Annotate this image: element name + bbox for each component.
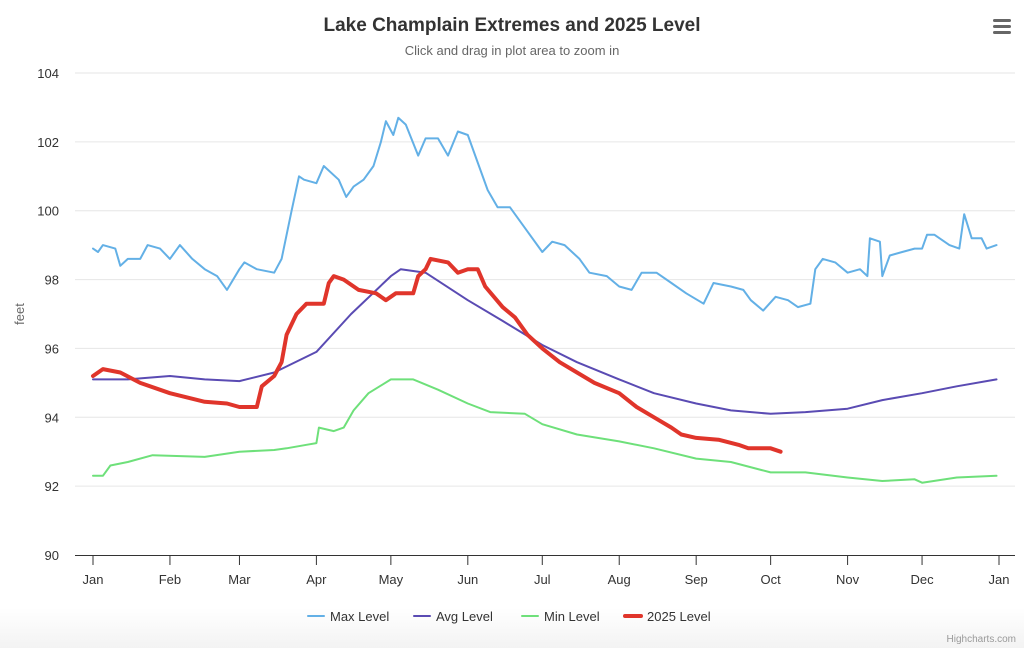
legend-item-max-level[interactable]: Max Level	[307, 609, 389, 624]
x-tick-label: Nov	[836, 572, 860, 587]
series-lines	[91, 116, 998, 484]
bottom-fade	[0, 608, 1024, 648]
series-max-level	[92, 116, 998, 312]
y-tick-label: 98	[45, 273, 59, 288]
x-tick-label: Jan	[989, 572, 1010, 587]
x-tick-label: Dec	[910, 572, 934, 587]
y-axis-label: feet	[12, 303, 27, 325]
legend-label: Avg Level	[436, 609, 493, 624]
x-tick-label: Mar	[228, 572, 251, 587]
series-2025-level	[91, 256, 783, 454]
y-tick-label: 90	[45, 548, 59, 563]
credits-link[interactable]: Highcharts.com	[947, 634, 1016, 645]
y-tick-label: 94	[45, 410, 59, 425]
series-min-level	[92, 378, 998, 484]
x-tick-label: Jul	[534, 572, 551, 587]
chart-subtitle: Click and drag in plot area to zoom in	[405, 43, 620, 58]
legend-label: Min Level	[544, 609, 600, 624]
x-tick-label: Aug	[608, 572, 631, 587]
y-axis-ticks: 90 92 94 96 98 100 102 104	[37, 66, 59, 563]
chart-title: Lake Champlain Extremes and 2025 Level	[323, 15, 700, 36]
hamburger-menu-icon[interactable]	[993, 19, 1011, 34]
x-tick-label: Sep	[685, 572, 708, 587]
y-tick-label: 104	[37, 66, 59, 81]
legend-item-min-level[interactable]: Min Level	[521, 609, 600, 624]
y-tick-label: 102	[37, 135, 59, 150]
x-tick-label: Jan	[83, 572, 104, 587]
y-tick-label: 92	[45, 479, 59, 494]
grid	[75, 72, 1015, 556]
x-tick-label: Feb	[159, 572, 181, 587]
legend-item-avg-level[interactable]: Avg Level	[413, 609, 493, 624]
x-tick-label: Oct	[761, 572, 782, 587]
x-axis-ticks: Jan Feb Mar Apr May Jun Jul Aug Sep Oct Nov Dec Jan	[83, 555, 1010, 587]
x-tick-label: Jun	[457, 572, 478, 587]
x-tick-label: Apr	[306, 572, 327, 587]
legend-label: 2025 Level	[647, 609, 711, 624]
series-avg-level	[92, 268, 998, 415]
legend: Max Level Avg Level Min Level 2025 Level	[307, 609, 711, 624]
y-tick-label: 96	[45, 341, 59, 356]
y-tick-label: 100	[37, 204, 59, 219]
legend-item-2025-level[interactable]: 2025 Level	[623, 609, 711, 624]
legend-label: Max Level	[330, 609, 389, 624]
x-tick-label: May	[379, 572, 404, 587]
